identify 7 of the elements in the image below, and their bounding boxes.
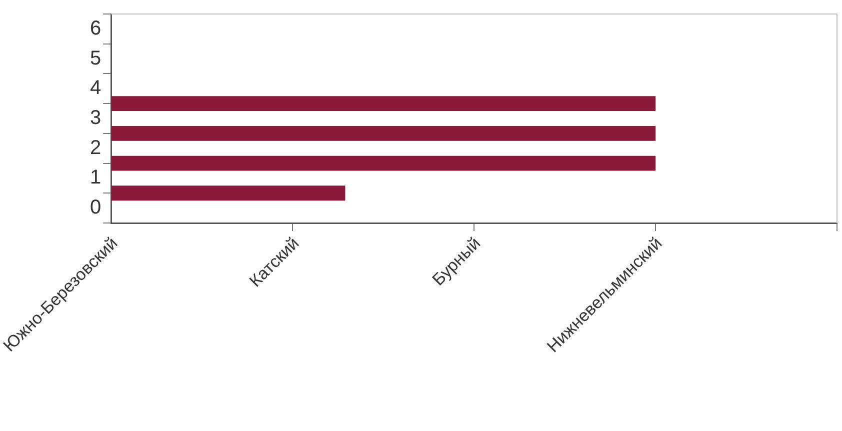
text: 6: [90, 17, 102, 40]
text: 3: [90, 107, 102, 130]
text: 1: [90, 166, 102, 189]
text: 5: [90, 47, 102, 70]
text: 0: [90, 196, 102, 219]
text: 2: [90, 136, 102, 159]
text: 4: [90, 77, 102, 100]
